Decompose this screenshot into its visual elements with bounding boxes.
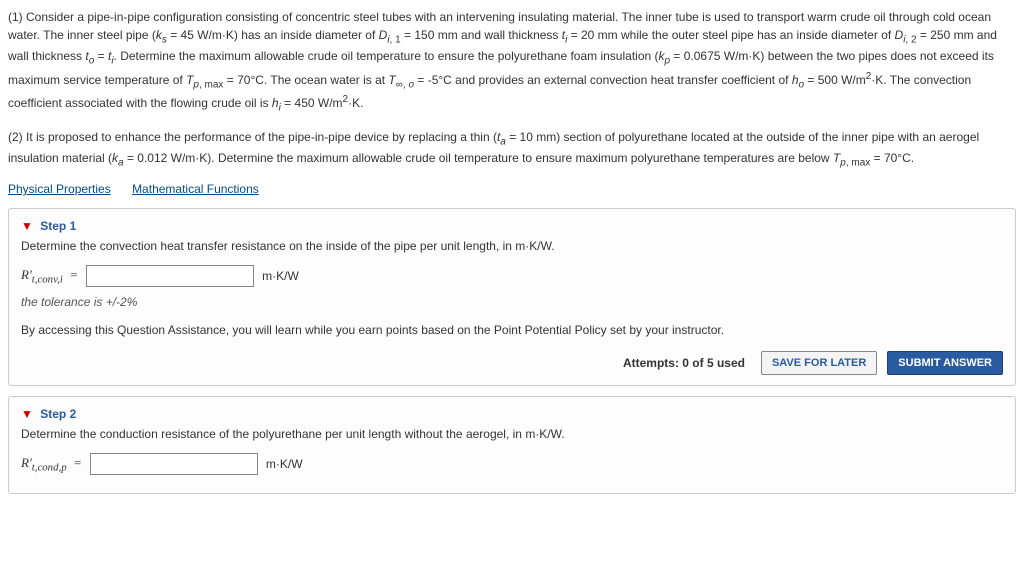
step-1-input-row: R't,conv,i = m·K/W xyxy=(21,265,1003,287)
reference-links: Physical Properties Mathematical Functio… xyxy=(8,182,1016,196)
attempts-text: Attempts: 0 of 5 used xyxy=(623,356,745,370)
physical-properties-link[interactable]: Physical Properties xyxy=(8,182,111,196)
step-2-input-row: R't,cond,p = m·K/W xyxy=(21,453,1003,475)
collapse-arrow-icon[interactable]: ▼ xyxy=(21,219,33,233)
step-1-footer: Attempts: 0 of 5 used SAVE FOR LATER SUB… xyxy=(21,351,1003,375)
mathematical-functions-link[interactable]: Mathematical Functions xyxy=(132,182,259,196)
problem-part-1: (1) Consider a pipe-in-pipe configuratio… xyxy=(8,8,1016,116)
step-2-header: ▼ Step 2 xyxy=(21,407,1003,421)
save-for-later-button[interactable]: SAVE FOR LATER xyxy=(761,351,877,375)
step-1-unit: m·K/W xyxy=(262,269,299,283)
step-2-box: ▼ Step 2 Determine the conduction resist… xyxy=(8,396,1016,494)
step-1-title: Step 1 xyxy=(40,219,76,233)
step-1-tolerance: the tolerance is +/-2% xyxy=(21,295,1003,309)
step-2-title: Step 2 xyxy=(40,407,76,421)
step-1-question: Determine the convection heat transfer r… xyxy=(21,239,1003,253)
submit-answer-button[interactable]: SUBMIT ANSWER xyxy=(887,351,1003,375)
step-2-answer-input[interactable] xyxy=(90,453,258,475)
step-1-answer-input[interactable] xyxy=(86,265,254,287)
step-1-input-label: R't,conv,i = xyxy=(21,267,78,286)
step-2-unit: m·K/W xyxy=(266,457,303,471)
problem-part-2: (2) It is proposed to enhance the perfor… xyxy=(8,128,1016,171)
step-1-box: ▼ Step 1 Determine the convection heat t… xyxy=(8,208,1016,386)
step-2-question: Determine the conduction resistance of t… xyxy=(21,427,1003,441)
step-2-input-label: R't,cond,p = xyxy=(21,455,82,474)
assistance-note: By accessing this Question Assistance, y… xyxy=(21,323,1003,337)
collapse-arrow-icon[interactable]: ▼ xyxy=(21,407,33,421)
step-1-header: ▼ Step 1 xyxy=(21,219,1003,233)
